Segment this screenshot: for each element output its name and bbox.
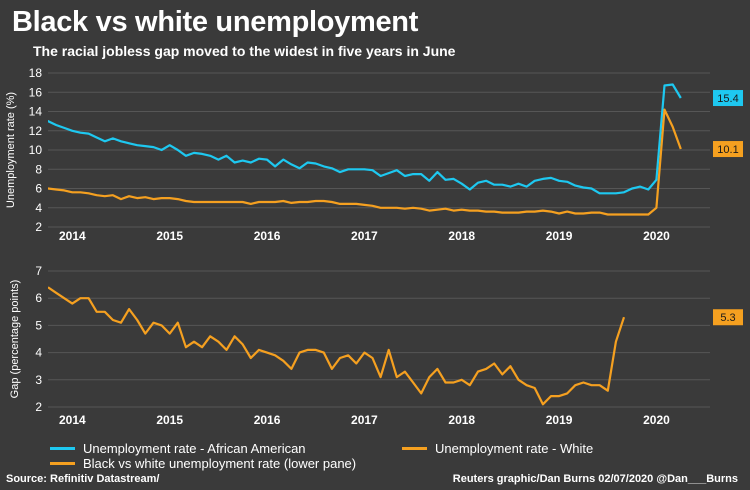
x-tick-label: 2017 bbox=[351, 413, 378, 427]
pane-2: 2 3 4 5 6 7 2014 2015 2016 2017 2018 2019 2020 Gap (p… bbox=[9, 264, 743, 427]
end-value-label: 10.1 bbox=[717, 144, 738, 156]
x-tick-label: 2020 bbox=[643, 413, 670, 427]
y-tick-label: 8 bbox=[35, 162, 42, 176]
end-value-label: 5.3 bbox=[720, 312, 735, 324]
y-tick-label: 12 bbox=[29, 124, 43, 138]
y-tick-label: 2 bbox=[35, 400, 42, 414]
series-line-1-1 bbox=[48, 83, 682, 195]
y-tick-label: 7 bbox=[35, 264, 42, 278]
pane-1: 2 4 6 8 10 12 14 16 18 2014 2015 2016 2017 2018 2019 20… bbox=[5, 66, 743, 243]
legend-label-white: Unemployment rate - White bbox=[435, 441, 594, 456]
x-tick-label: 2019 bbox=[546, 413, 573, 427]
legend-swatch-white bbox=[402, 447, 427, 450]
y-tick-label: 2 bbox=[35, 220, 42, 234]
credit-note: Reuters graphic/Dan Burns 02/07/2020 @Da… bbox=[452, 473, 738, 485]
end-value-box bbox=[713, 90, 743, 107]
y-tick-label: 4 bbox=[35, 201, 42, 215]
y-tick-label: 6 bbox=[35, 291, 42, 305]
x-tick-label: 2020 bbox=[643, 229, 670, 243]
source-note: Source: Refinitiv Datastream/ bbox=[6, 473, 160, 485]
x-tick-label: 2015 bbox=[156, 229, 183, 243]
legend-label-gap: Black vs white unemployment rate (lower … bbox=[83, 456, 357, 471]
legend-swatch-african-american bbox=[50, 447, 75, 450]
y-tick-label: 14 bbox=[29, 105, 43, 119]
y-tick-label: 18 bbox=[29, 66, 43, 80]
end-value-box bbox=[713, 309, 743, 326]
x-tick-label: 2016 bbox=[254, 413, 281, 427]
y-tick-label: 6 bbox=[35, 182, 42, 196]
legend-item-gap: Black vs white unemployment rate (lower … bbox=[50, 456, 356, 471]
legend-label-african-american: Unemployment rate - African American bbox=[83, 441, 306, 456]
end-value-box bbox=[713, 141, 743, 158]
y-tick-label: 4 bbox=[35, 346, 42, 360]
y-tick-label: 3 bbox=[35, 373, 42, 387]
x-tick-label: 2018 bbox=[448, 229, 475, 243]
chart-subtitle: The racial jobless gap moved to the wide… bbox=[33, 43, 456, 59]
x-tick-label: 2019 bbox=[546, 229, 573, 243]
y-axis-label: Gap (percentage points) bbox=[9, 280, 21, 399]
x-tick-label: 2014 bbox=[59, 413, 86, 427]
x-tick-label: 2015 bbox=[156, 413, 183, 427]
x-tick-label: 2017 bbox=[351, 229, 378, 243]
x-tick-label: 2018 bbox=[448, 413, 475, 427]
series-line-1-2 bbox=[48, 108, 682, 216]
chart-title: Black vs white unemployment bbox=[12, 6, 419, 38]
legend-swatch-gap bbox=[50, 462, 75, 465]
y-tick-label: 16 bbox=[29, 85, 43, 99]
x-tick-label: 2014 bbox=[59, 229, 86, 243]
y-axis-label: Unemployment rate (%) bbox=[5, 92, 17, 208]
legend-item-african-american: Unemployment rate - African American bbox=[50, 441, 306, 456]
legend-item-white: Unemployment rate - White bbox=[402, 441, 593, 456]
y-tick-label: 10 bbox=[29, 143, 43, 157]
series-line-2-1 bbox=[48, 286, 626, 406]
x-tick-label: 2016 bbox=[254, 229, 281, 243]
y-tick-label: 5 bbox=[35, 318, 42, 332]
end-value-label: 15.4 bbox=[717, 93, 738, 105]
